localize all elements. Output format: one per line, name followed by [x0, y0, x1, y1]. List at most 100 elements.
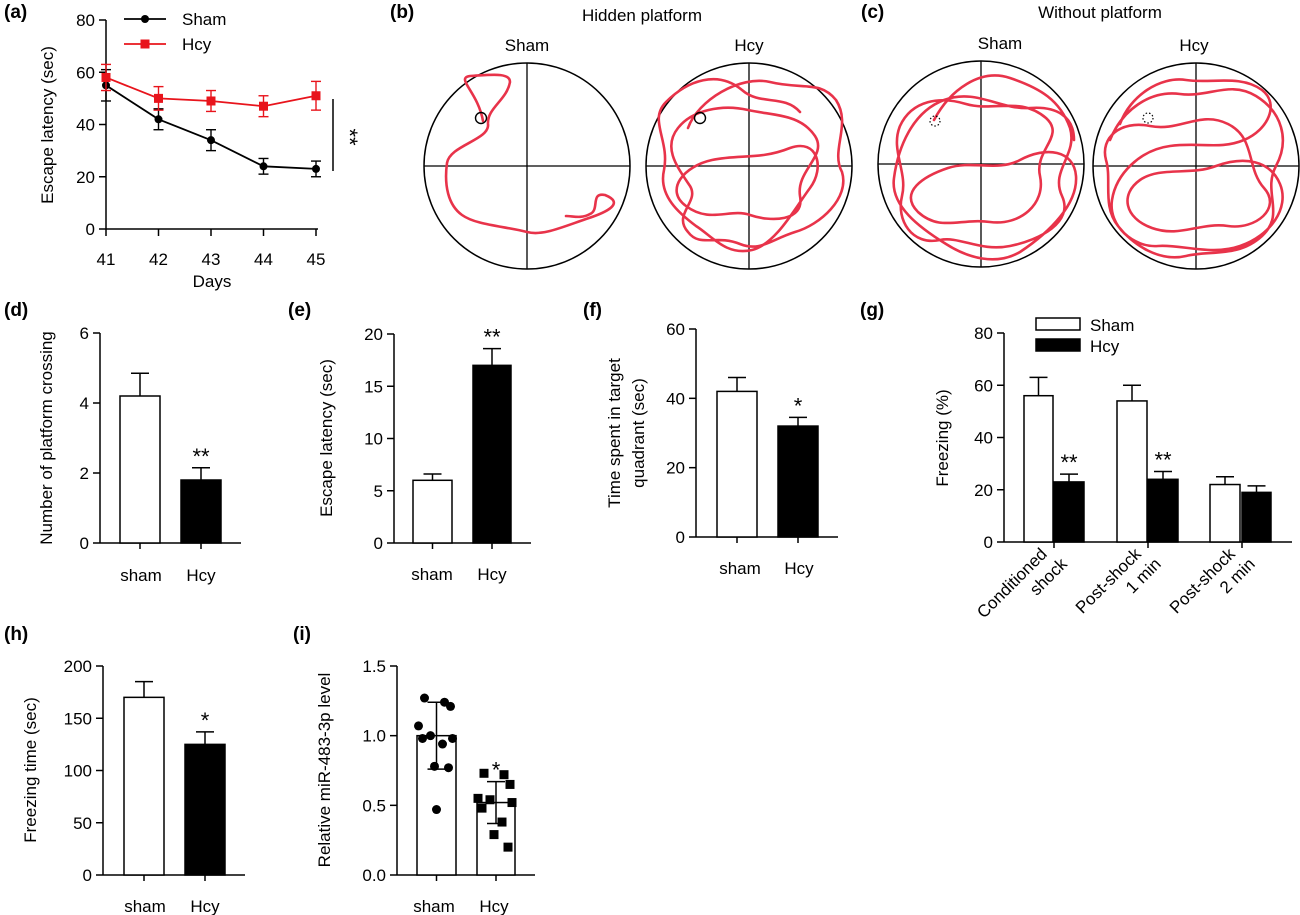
data-point-sham [414, 721, 423, 731]
data-point-sham [446, 701, 455, 711]
data-point-sham [418, 733, 427, 743]
data-point-hcy [479, 768, 489, 778]
y-tick-label: 60 [76, 63, 95, 82]
data-point-sham [312, 164, 320, 173]
legend-swatch-sham [1035, 317, 1081, 331]
y-tick-label: 20 [666, 459, 685, 478]
y-tick-label: 10 [364, 430, 383, 449]
arena-label-c-sham: Sham [978, 34, 1022, 53]
y-tick-label: 40 [974, 429, 993, 448]
bar-sham [412, 479, 453, 544]
panel-f-bar-chart: 0 20 40 60 sham Hcy * Time spent in target quadr… [605, 320, 838, 578]
data-point-hcy [154, 93, 163, 103]
panel-label-h: (h) [4, 624, 28, 645]
y-tick-label: 5 [374, 482, 383, 501]
y-tick-label: 1.5 [362, 657, 386, 676]
y-tick-label: 20 [76, 168, 95, 187]
legend-swatch-hcy [1035, 338, 1081, 352]
bar-Hcy [777, 425, 819, 538]
platform-marker [929, 115, 941, 127]
panel-label-a: (a) [4, 2, 27, 23]
panel-h-bar-chart: 0 50 100 150 200 sham Hcy * Freezing time (sec) [21, 657, 245, 915]
y-tick-label: 0 [676, 528, 685, 547]
bar-sham [1116, 400, 1148, 543]
hidden-platform-title: Hidden platform [582, 6, 702, 25]
data-point-hcy [473, 793, 483, 803]
panel-label-d: (d) [4, 300, 28, 321]
platform-marker [693, 111, 707, 125]
x-tick-label: 41 [97, 250, 116, 269]
data-point-sham [438, 739, 447, 749]
y-tick-label: 2 [80, 464, 89, 483]
without-platform-title: Without platform [1038, 3, 1162, 22]
data-point-hcy [497, 817, 507, 827]
y-tick-label: 50 [73, 814, 92, 833]
y-tick-label: 0.5 [362, 796, 386, 815]
y-tick-label: 0 [86, 220, 95, 239]
bar-sham [119, 395, 161, 544]
y-axis-title: Freezing time (sec) [21, 697, 40, 842]
bar-hcy [1241, 491, 1272, 543]
y-tick-label: 150 [64, 709, 92, 728]
y-tick-label: 60 [974, 376, 993, 395]
data-point-sham [430, 761, 439, 771]
swim-path [892, 74, 1078, 261]
y-tick-label: 0 [83, 866, 92, 885]
legend-label-hcy: Hcy [182, 35, 212, 54]
y-tick-label: 15 [364, 377, 383, 396]
y-tick-label: 20 [364, 325, 383, 344]
swim-path [1103, 78, 1285, 259]
y-tick-label: 0.0 [362, 866, 386, 885]
bar-sham [1023, 394, 1054, 543]
bar-Hcy [472, 364, 512, 544]
significance-marker: * [794, 393, 803, 418]
significance-marker: * [492, 758, 501, 783]
y-tick-label: 4 [80, 394, 89, 413]
arena-label-c-hcy: Hcy [1179, 36, 1209, 55]
legend-marker-sham [141, 15, 149, 23]
arena-label-b-hcy: Hcy [734, 36, 764, 55]
data-point-hcy [507, 798, 517, 808]
x-tick-label-Hcy: Hcy [784, 559, 814, 578]
data-point-sham [259, 162, 268, 171]
data-point-sham [154, 115, 163, 124]
significance-marker: ** [337, 128, 362, 146]
y-tick-label: 200 [64, 657, 92, 676]
platform-marker [1142, 112, 1154, 124]
y-axis-title: Escape latency (sec) [317, 359, 336, 517]
arena-b-sham [423, 62, 631, 270]
y-tick-label: 60 [666, 320, 685, 339]
data-point-hcy [311, 91, 321, 101]
significance-marker: ** [483, 325, 501, 350]
data-point-hcy [499, 770, 509, 780]
data-point-sham [420, 693, 429, 703]
significance-marker: * [201, 708, 210, 733]
y-axis-title: Time spent in target [605, 358, 624, 508]
significance-marker: ** [1154, 447, 1172, 472]
x-tick-label-sham: sham [719, 559, 761, 578]
panel-label-i: (i) [293, 624, 311, 645]
data-point-hcy [489, 830, 499, 840]
y-tick-label: 100 [64, 762, 92, 781]
y-tick-label: 0 [984, 533, 993, 552]
legend-marker-hcy [140, 39, 150, 49]
x-tick-label-Hcy: Hcy [479, 897, 509, 915]
data-point-hcy [485, 795, 495, 805]
y-tick-label: 0 [80, 534, 89, 553]
arena-c-sham [877, 60, 1085, 268]
bar-hcy [1147, 478, 1179, 543]
significance-marker: ** [1060, 450, 1078, 475]
y-tick-label: 0 [374, 534, 383, 553]
x-tick-label-Hcy: Hcy [186, 566, 216, 585]
panel-label-b: (b) [390, 2, 414, 23]
y-axis-title: Number of platform crossing [37, 331, 56, 545]
swim-path [657, 77, 845, 253]
panel-label-e: (e) [288, 300, 311, 321]
y-axis-title: Freezing (%) [933, 389, 952, 486]
significance-marker: ** [192, 444, 210, 469]
x-tick-label: 45 [307, 250, 326, 269]
data-point-hcy [505, 779, 515, 789]
x-tick-label-Hcy: Hcy [190, 897, 220, 915]
bar-Hcy [184, 743, 226, 876]
panel-label-f: (f) [583, 300, 602, 321]
